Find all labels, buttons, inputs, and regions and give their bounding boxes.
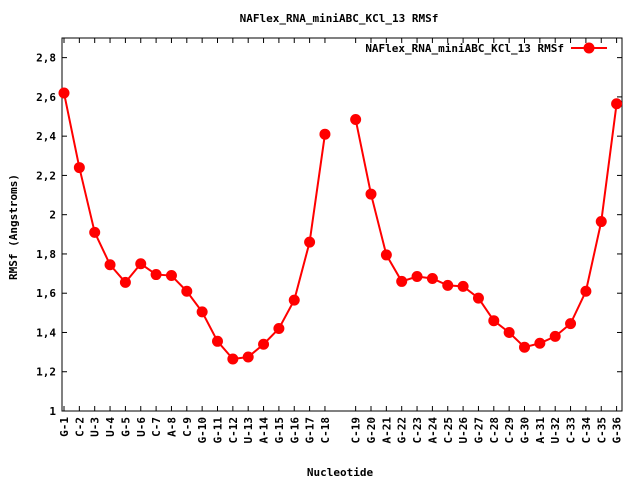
y-tick-label: 1,8 [36, 248, 56, 261]
series-line-segment [63, 92, 326, 361]
data-point [258, 338, 270, 350]
x-tick-label: G-10 [196, 417, 209, 444]
y-tick-label: 1 [49, 405, 56, 418]
data-point [73, 162, 85, 174]
x-tick-label: C-35 [595, 417, 608, 444]
x-tick-label: G-1 [58, 417, 71, 437]
x-tick-label: C-29 [503, 417, 516, 444]
series-group [58, 87, 623, 365]
data-point [503, 326, 515, 338]
data-point [135, 258, 147, 270]
data-point [380, 249, 392, 261]
y-axis: 1 1,2 1,4 1,6 1,8 2 2,2 2,4 2,6 2,8 [36, 52, 622, 418]
legend: NAFlex_RNA_miniABC_KCl_13 RMSf [365, 42, 607, 55]
x-tick-label: C-25 [442, 417, 455, 444]
data-point [181, 285, 193, 297]
y-tick-label: 2,4 [36, 130, 56, 143]
data-point [611, 98, 623, 110]
data-point [273, 323, 285, 335]
x-tick-label: C-18 [319, 417, 332, 444]
x-tick-label: C-28 [488, 417, 501, 444]
data-point [104, 259, 116, 271]
data-point [288, 294, 300, 306]
data-point [457, 280, 469, 292]
legend-label: NAFlex_RNA_miniABC_KCl_13 RMSf [365, 42, 564, 55]
x-tick-label: A-21 [380, 417, 393, 444]
data-point [165, 270, 177, 282]
data-point [58, 87, 70, 99]
data-point [472, 292, 484, 304]
x-tick-label: A-24 [426, 417, 439, 444]
x-tick-label: U-6 [135, 417, 148, 437]
x-tick-label: C-33 [565, 417, 578, 444]
x-axis-label: Nucleotide [307, 466, 374, 479]
x-tick-label: A-8 [165, 417, 178, 437]
data-point [227, 353, 239, 365]
y-tick-label: 1,2 [36, 366, 56, 379]
y-tick-label: 2,6 [36, 91, 56, 104]
x-tick-label: C-12 [227, 417, 240, 444]
x-tick-label: G-27 [472, 417, 485, 444]
y-tick-label: 2,8 [36, 52, 56, 65]
data-point [365, 188, 377, 200]
legend-marker [583, 42, 595, 54]
x-tick-label: G-36 [611, 417, 624, 444]
x-tick-label: U-32 [549, 417, 562, 444]
data-point [426, 272, 438, 284]
y-tick-label: 2 [49, 209, 56, 222]
data-point [396, 275, 408, 287]
series-line-segment [354, 103, 618, 349]
data-point [242, 351, 254, 363]
x-tick-label: G-30 [519, 417, 532, 444]
data-point [442, 279, 454, 291]
data-point [304, 236, 316, 248]
y-tick-label: 2,2 [36, 169, 56, 182]
data-point [565, 318, 577, 330]
data-point [519, 341, 530, 353]
x-tick-label: G-11 [212, 417, 225, 444]
x-tick-label: C-7 [150, 417, 163, 437]
data-point [119, 276, 131, 288]
x-tick-label: U-26 [457, 417, 470, 444]
plot-frame [61, 37, 623, 412]
y-axis-label: RMSf (Angstroms) [7, 174, 20, 280]
x-tick-label: A-31 [534, 417, 547, 444]
data-point [580, 285, 592, 297]
data-point [488, 315, 500, 327]
x-tick-label: G-5 [119, 417, 132, 437]
x-tick-label: U-13 [242, 417, 255, 444]
x-tick-label: G-16 [288, 417, 301, 444]
data-point [89, 226, 101, 238]
data-point [549, 330, 561, 342]
x-tick-label: C-34 [580, 417, 593, 444]
x-tick-label: A-14 [258, 417, 271, 444]
data-point [350, 113, 362, 125]
x-tick-label: C-23 [411, 417, 424, 444]
data-point [534, 337, 546, 349]
chart-title: NAFlex_RNA_miniABC_KCl_13 RMSf [240, 12, 439, 25]
x-tick-label: U-3 [89, 417, 102, 437]
x-tick-label: G-22 [396, 417, 409, 444]
x-tick-label: G-15 [273, 417, 286, 444]
data-point [212, 335, 223, 347]
data-point [150, 269, 162, 281]
x-tick-label: C-9 [181, 417, 194, 437]
x-tick-label: U-4 [104, 417, 117, 437]
data-point [196, 306, 208, 318]
x-tick-label: C-2 [73, 417, 86, 437]
x-tick-label: G-20 [365, 417, 378, 444]
data-point [319, 128, 331, 140]
data-point [595, 216, 607, 228]
x-tick-label: G-17 [304, 417, 317, 444]
x-tick-label: C-19 [350, 417, 363, 444]
data-point [411, 271, 423, 283]
y-tick-label: 1,6 [36, 287, 56, 300]
x-axis: G-1 C-2 U-3 U-4 G-5 U-6 C-7 A-8 C-9 G-10 G-11 C-12 U… [58, 38, 624, 444]
y-tick-label: 1,4 [36, 326, 56, 339]
